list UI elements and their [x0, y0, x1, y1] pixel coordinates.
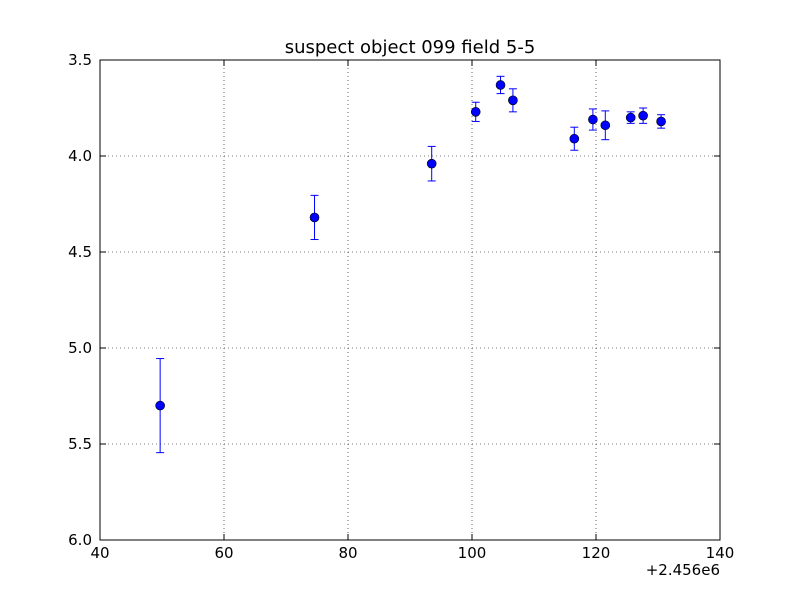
plot-area: [100, 60, 720, 540]
y-tick-label: 4.0: [68, 147, 92, 165]
marker: [569, 133, 580, 144]
data-point: [470, 101, 481, 122]
data-point: [656, 114, 666, 129]
y-tick-label: 5.0: [68, 339, 92, 357]
y-tick-label: 3.5: [68, 51, 92, 69]
data-point: [309, 194, 320, 241]
marker: [625, 112, 636, 123]
chart-title: suspect object 099 field 5-5: [285, 37, 536, 58]
marker: [426, 158, 437, 169]
x-tick-label: 60: [214, 544, 233, 562]
marker: [309, 212, 320, 223]
axis-ticks: 40 60 80 100 120 140 3.5 4.0 4.5 5.0 5.5 6.0: [68, 51, 734, 562]
y-tick-label: 4.5: [68, 243, 92, 261]
data-point: [155, 358, 165, 454]
data-point: [588, 108, 598, 131]
x-tick-label: 40: [90, 544, 109, 562]
data-point: [600, 110, 611, 141]
y-tick-label: 6.0: [68, 531, 92, 549]
plot-frame: [99, 59, 721, 541]
marker: [155, 400, 165, 411]
marker: [600, 120, 611, 131]
data-series: [155, 75, 666, 454]
marker: [638, 110, 648, 121]
data-point: [508, 88, 518, 113]
data-point: [625, 111, 636, 124]
data-point: [638, 107, 648, 124]
marker: [656, 116, 666, 127]
marker: [508, 95, 518, 106]
marker: [588, 114, 598, 125]
marker: [495, 80, 506, 90]
x-tick-label: 100: [458, 544, 487, 562]
data-point: [569, 126, 580, 151]
x-tick-label: 120: [582, 544, 611, 562]
data-point: [426, 145, 437, 182]
data-point: [495, 75, 506, 95]
x-tick-label: 80: [338, 544, 357, 562]
x-offset-label: +2.456e6: [646, 561, 720, 579]
y-tick-label: 5.5: [68, 435, 92, 453]
x-tick-label: 140: [706, 544, 735, 562]
marker: [470, 107, 481, 117]
